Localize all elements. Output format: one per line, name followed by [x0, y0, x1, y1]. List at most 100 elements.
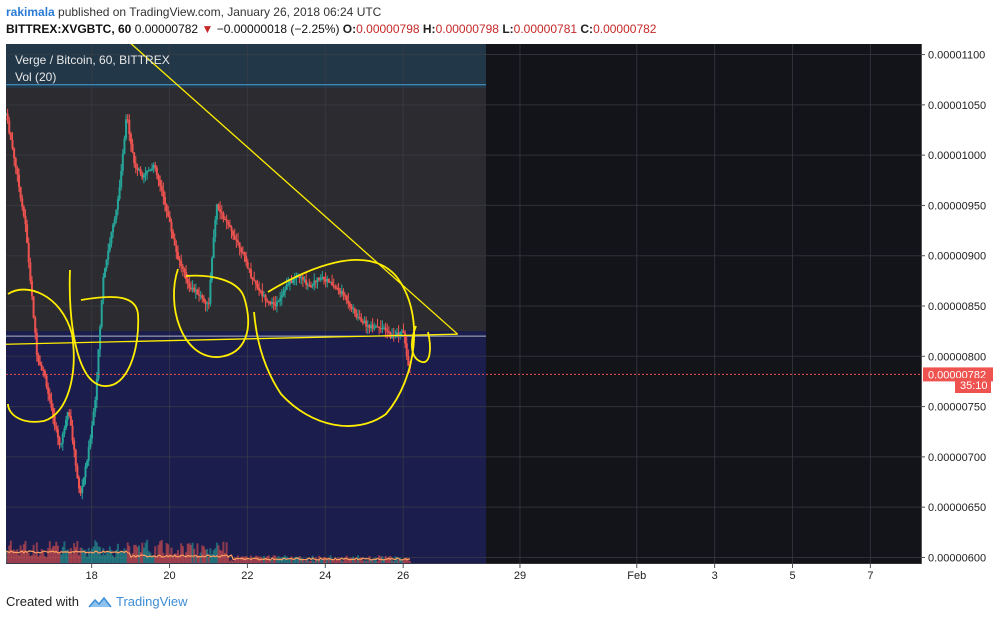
volume-bar: [100, 555, 103, 563]
candle-body: [402, 330, 405, 333]
candle-body: [165, 204, 168, 212]
candle-body: [110, 232, 113, 244]
volume-bar: [370, 558, 373, 563]
candle-body: [347, 300, 350, 304]
y-tick-label: 0.00000850: [928, 301, 986, 313]
volume-bar: [170, 547, 173, 563]
volume-bar: [172, 555, 175, 563]
candle-body: [32, 296, 35, 318]
circle-annotation-3[interactable]: [173, 268, 250, 358]
volume-bar: [27, 552, 30, 563]
volume-bar: [78, 555, 81, 563]
candle-body: [311, 284, 314, 287]
author-name[interactable]: rakimala: [6, 5, 55, 19]
volume-bar: [350, 557, 353, 563]
volume-bar: [322, 556, 325, 563]
y-tick-label: 0.00000600: [928, 552, 986, 564]
circle-annotation-5[interactable]: [411, 325, 431, 363]
candle-body: [248, 268, 251, 270]
volume-bar: [360, 557, 363, 563]
candle-body: [131, 143, 134, 153]
y-tick-label: 0.00001100: [928, 50, 985, 62]
candle-body: [344, 295, 347, 297]
candle-body: [340, 291, 343, 294]
candle-body: [342, 291, 345, 296]
candle-body: [365, 320, 368, 327]
volume-bar: [241, 556, 244, 563]
candle-body: [170, 222, 173, 232]
candle-body: [279, 297, 282, 302]
candle-body: [310, 286, 312, 288]
volume-bar: [34, 554, 37, 563]
volume-bar: [47, 548, 50, 563]
candle-body: [240, 247, 243, 253]
volume-bar: [16, 549, 19, 563]
candle-body: [209, 279, 212, 304]
time-axis: [6, 564, 921, 584]
candle-body: [21, 198, 24, 207]
volume-bar: [138, 545, 141, 563]
volume-bar: [334, 559, 337, 563]
volume-bar: [215, 542, 218, 563]
candle-body: [118, 187, 121, 200]
volume-bar: [340, 560, 343, 563]
candle-body: [26, 224, 29, 244]
volume-bar: [112, 555, 115, 563]
circle-annotation-1[interactable]: [7, 288, 75, 423]
volume-bar: [288, 559, 291, 563]
y-tick-label: 0.00000900: [928, 251, 986, 263]
circle-annotation-2[interactable]: [68, 269, 140, 387]
volume-bar: [168, 553, 171, 563]
candle-body: [43, 370, 46, 376]
candle-body: [74, 449, 77, 466]
candle-body: [381, 327, 384, 330]
support-line[interactable]: [6, 333, 458, 345]
volume-bar: [402, 559, 405, 563]
candle-body: [175, 245, 178, 252]
open-label: O:: [342, 22, 357, 36]
candle-body: [52, 407, 55, 416]
volume-bar: [316, 560, 319, 563]
candle-body: [332, 285, 335, 287]
volume-bar: [26, 551, 29, 563]
candle-body: [86, 460, 89, 467]
volume-bar: [331, 558, 334, 563]
circle-annotation-4[interactable]: [253, 259, 415, 427]
volume-bar: [175, 553, 178, 563]
volume-bar: [211, 554, 214, 563]
volume-bar: [90, 548, 93, 563]
volume-bar: [129, 557, 132, 563]
volume-bar: [212, 550, 215, 563]
candle-body: [322, 276, 325, 280]
volume-bar: [121, 551, 124, 563]
candle-body: [217, 204, 220, 209]
volume-bar: [14, 551, 17, 563]
volume-bar: [87, 547, 90, 563]
candle-body: [275, 301, 278, 307]
candle-body: [176, 251, 179, 260]
candle-body: [84, 466, 87, 478]
volume-bar: [361, 560, 364, 563]
candle-body: [198, 294, 201, 296]
volume-bar: [21, 549, 24, 563]
tradingview-link[interactable]: TradingView: [115, 594, 188, 609]
candle-body: [277, 301, 280, 303]
candle-body: [56, 429, 59, 438]
candle-body: [48, 393, 51, 400]
volume-bar: [261, 558, 264, 563]
candle-body: [128, 120, 131, 135]
candle-body: [163, 196, 166, 205]
rectangle-upper: [6, 44, 486, 88]
volume-bar: [201, 545, 204, 563]
candle-body: [337, 288, 340, 291]
volume-bar: [397, 559, 400, 563]
price-chart[interactable]: 0.00000600 0.00000650 0.00000700 0.00000750…: [6, 44, 996, 584]
candle-body: [405, 343, 408, 357]
candle-body: [267, 301, 270, 303]
volume-bar: [366, 560, 369, 563]
candle-body: [133, 152, 136, 164]
x-tick-label: 26: [397, 570, 409, 582]
x-tick-label: 3: [712, 570, 718, 582]
y-tick-labels: 0.00000600 0.00000650 0.00000700 0.00000750…: [921, 50, 986, 564]
candle-body: [288, 280, 291, 284]
